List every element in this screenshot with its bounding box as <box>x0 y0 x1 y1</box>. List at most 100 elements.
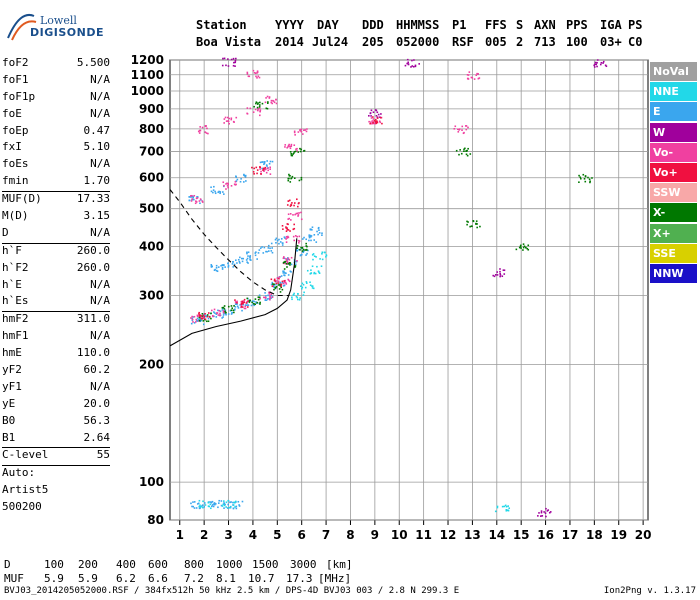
header-label-5: P1 <box>452 18 467 32</box>
muf-value: 8.1 <box>216 572 236 585</box>
header-label-10: IGA <box>600 18 622 32</box>
param-name: yF2 <box>2 363 22 377</box>
param-value: 1.70 <box>83 174 111 188</box>
header-label-6: FFS <box>485 18 507 32</box>
param-value: 20.0 <box>83 396 111 410</box>
muf-label: MUF <box>4 572 24 585</box>
footer-version: Ion2Png v. 1.3.17 <box>603 586 696 596</box>
param-separator <box>2 465 110 467</box>
scatter-point <box>210 308 225 318</box>
d-value: 1000 <box>216 558 243 571</box>
legend-item-sse: SSE <box>650 243 697 263</box>
x-tick-label: 9 <box>371 528 379 542</box>
d-value: 1500 <box>252 558 279 571</box>
param-row: foF2 5.500 <box>2 56 110 73</box>
header-value-0: Boa Vista <box>196 35 262 49</box>
scatter-point <box>246 107 262 117</box>
muf-value: 17.3 <box>286 572 313 585</box>
x-tick-label: 15 <box>513 528 530 542</box>
x-tick-label: 19 <box>610 528 627 542</box>
x-tick-label: 6 <box>298 528 306 542</box>
x-tick-label: 5 <box>273 528 281 542</box>
scatter-point <box>282 260 297 270</box>
legend-item-nnw: NNW <box>650 263 697 283</box>
legend-item-xplus: X+ <box>650 223 697 243</box>
scatter-point <box>311 251 328 261</box>
param-name: Auto: <box>2 466 36 480</box>
scatter-point <box>368 109 382 119</box>
scatter-point <box>222 180 237 190</box>
param-row: Artist5 <box>2 483 110 500</box>
scatter-point <box>593 59 608 68</box>
scatter-point <box>281 223 296 233</box>
scatter-point <box>246 69 261 79</box>
header-value-7: 2 <box>516 35 524 49</box>
y-tick-label: 600 <box>139 171 164 185</box>
y-tick-label: 1000 <box>131 84 164 98</box>
param-value: 56.3 <box>83 413 111 427</box>
y-tick-label: 900 <box>139 102 164 116</box>
legend-item-vominus: Vo- <box>650 142 697 162</box>
muf-value: 6.2 <box>116 572 136 585</box>
scatter-point <box>466 71 481 80</box>
scatter-point <box>197 125 209 135</box>
y-tick-label: 1200 <box>131 53 164 67</box>
param-value: 17.33 <box>76 192 110 206</box>
scatter-point <box>210 185 225 195</box>
param-name: hmF1 <box>2 329 29 343</box>
header-label-9: PPS <box>566 18 588 32</box>
param-row: h`Es N/A <box>2 294 110 311</box>
scatter-point <box>453 125 469 135</box>
legend-item-voplus: Vo+ <box>650 162 697 182</box>
param-value: 110.0 <box>76 346 110 360</box>
scatter-point <box>515 243 530 251</box>
scatter-point <box>494 504 511 513</box>
header-value-1: 2014 <box>275 35 304 49</box>
scatter-point <box>276 276 291 285</box>
scatter-point <box>223 116 238 125</box>
param-row: 500200 <box>2 500 110 517</box>
scatter-point <box>291 291 305 301</box>
param-name: foEp <box>2 123 29 137</box>
param-value: 60.2 <box>83 363 111 377</box>
y-tick-label: 500 <box>139 202 164 216</box>
x-tick-label: 16 <box>537 528 554 542</box>
y-tick-label: 400 <box>139 240 164 254</box>
scatter-point <box>210 264 224 273</box>
param-name: B1 <box>2 430 16 444</box>
scatter-point <box>466 220 481 229</box>
muf-value: 5.9 <box>78 572 98 585</box>
param-value: N/A <box>90 225 110 239</box>
scatter-point <box>246 296 261 306</box>
param-value: N/A <box>90 106 110 120</box>
d-value: 200 <box>78 558 98 571</box>
d-value: 400 <box>116 558 136 571</box>
x-tick-label: 18 <box>586 528 603 542</box>
param-value: N/A <box>90 89 110 103</box>
scatter-point <box>198 311 211 321</box>
param-name: foF1 <box>2 72 29 86</box>
scaled-parameters-panel: foF2 5.500 foF1 N/A foF1p N/A foE N/A foEp 0.47 fx… <box>2 56 110 517</box>
param-row: fxI 5.10 <box>2 140 110 157</box>
param-value: 0.47 <box>83 123 111 137</box>
param-value: N/A <box>90 72 110 86</box>
header-value-6: 005 <box>485 35 507 49</box>
header-label-2: DAY <box>317 18 339 32</box>
scatter-point <box>492 268 506 278</box>
param-name: fmin <box>2 174 29 188</box>
x-tick-label: 2 <box>200 528 208 542</box>
y-tick-label: 80 <box>147 513 164 527</box>
param-row: h`F 260.0 <box>2 244 110 261</box>
muf-value: 7.2 <box>184 572 204 585</box>
param-row: MUF(D) 17.33 <box>2 192 110 209</box>
param-name: foEs <box>2 157 29 171</box>
param-name: foF2 <box>2 56 29 69</box>
scatter-point <box>259 166 272 175</box>
plot-frame <box>169 59 649 521</box>
header-label-1: YYYY <box>275 18 304 32</box>
y-tick-label: 200 <box>139 357 164 371</box>
param-name: C-level <box>2 448 49 462</box>
param-value: 5.10 <box>83 140 111 154</box>
header-value-4: 052000 <box>396 35 440 49</box>
